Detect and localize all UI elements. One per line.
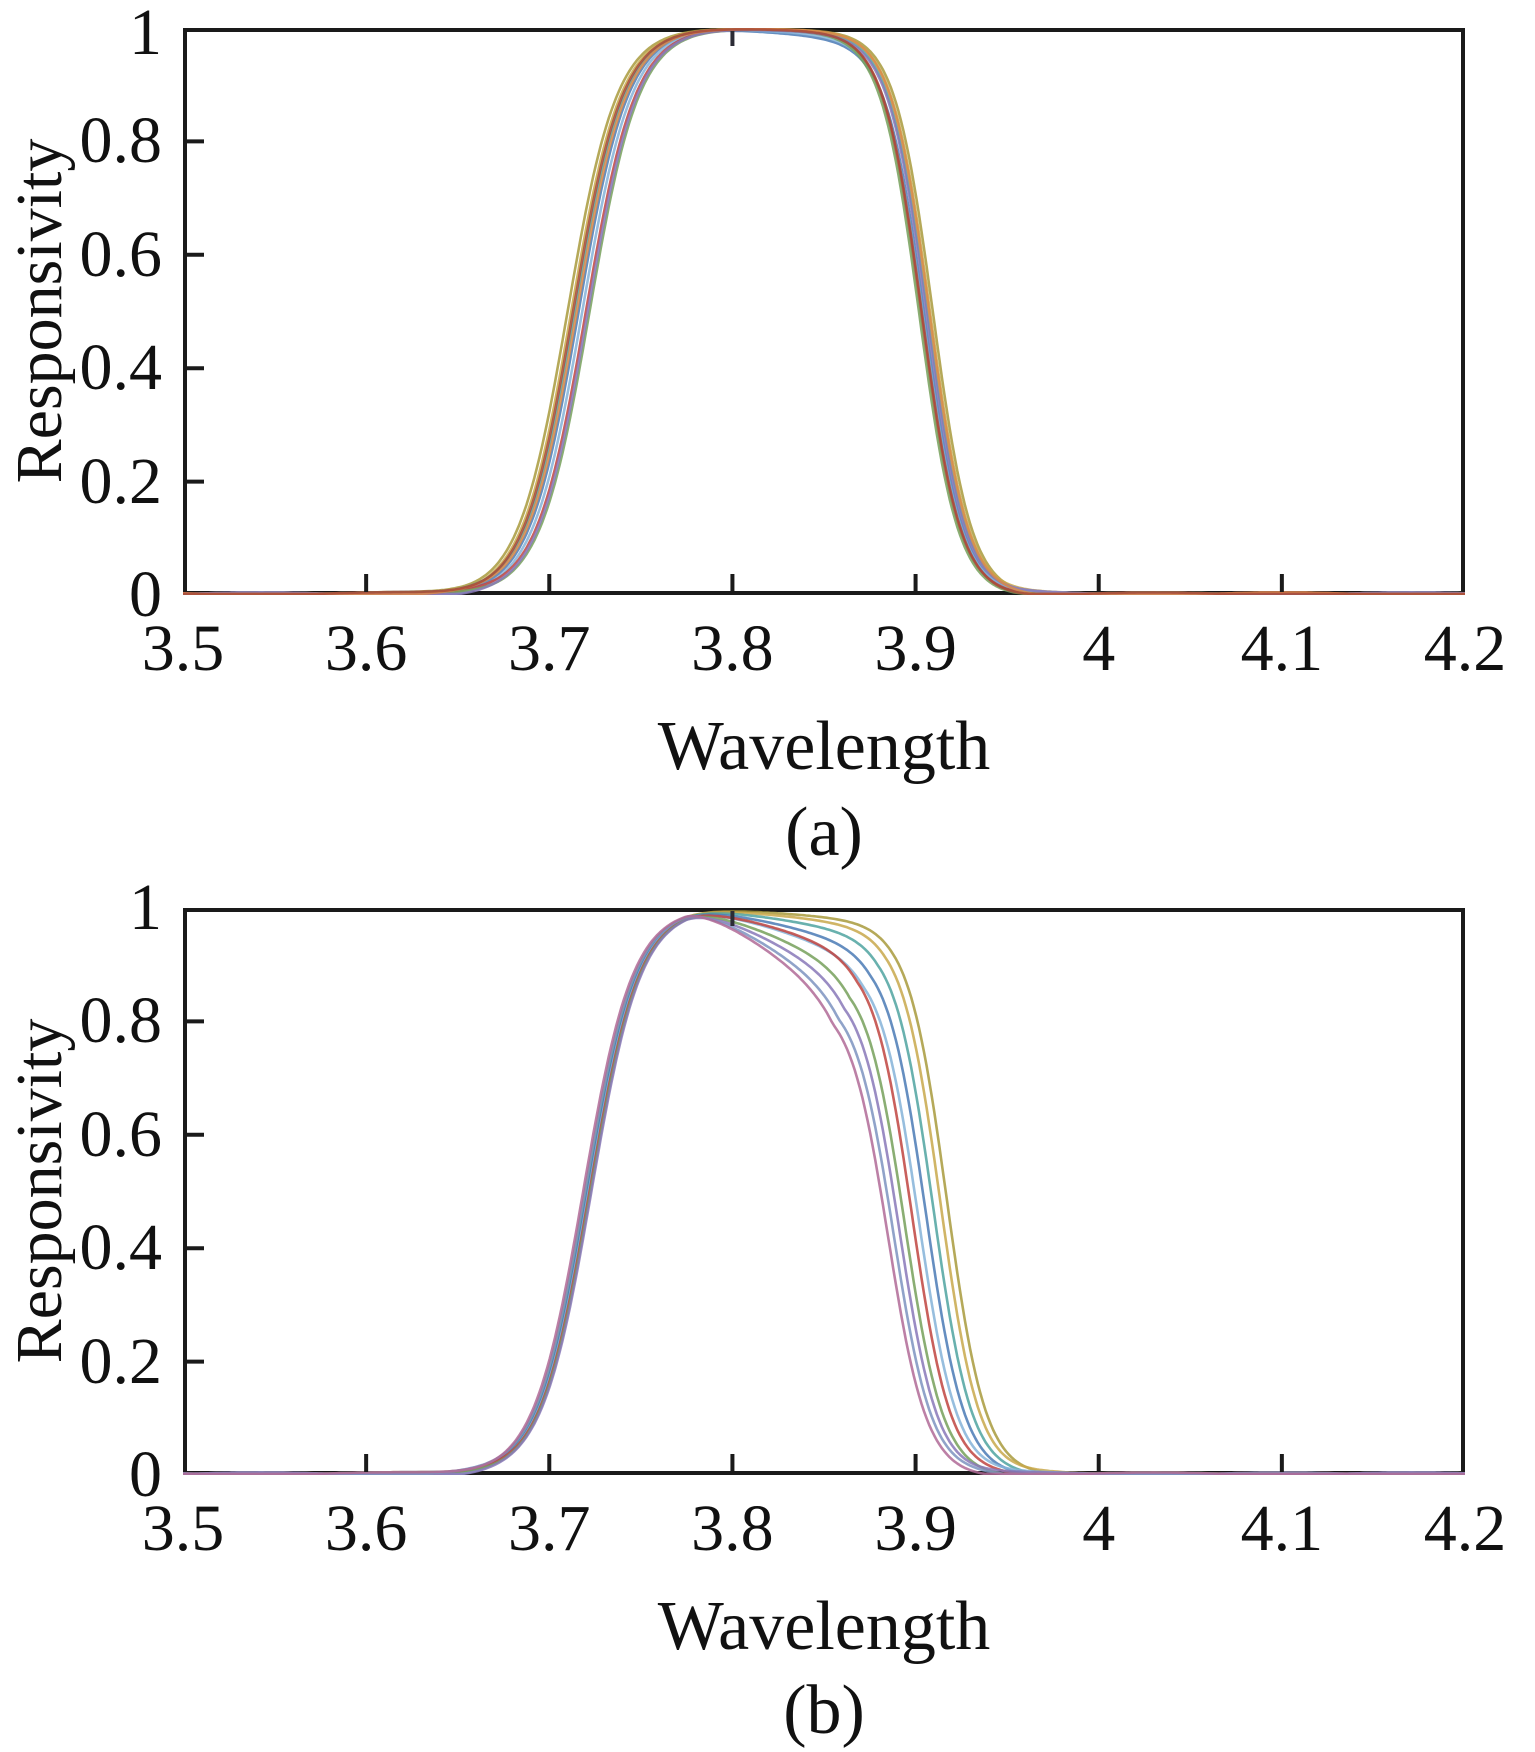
x-tick-label: 3.9 <box>874 612 957 685</box>
panel-b-plot <box>183 908 1465 1475</box>
responsivity-curve-04 <box>183 913 1465 1475</box>
x-tick-label: 3.8 <box>691 612 774 685</box>
y-tick-label: 1 <box>129 0 162 69</box>
y-tick-label: 0.2 <box>79 1324 163 1398</box>
x-tick-label: 3.7 <box>508 612 591 685</box>
responsivity-curve-10 <box>183 28 1465 595</box>
x-tick-label: 3.6 <box>324 1492 408 1565</box>
responsivity-curve-10 <box>183 914 1465 1475</box>
panel-a-plot <box>183 28 1465 595</box>
x-tick-label: 3.5 <box>141 612 225 685</box>
y-tick-label: 0.4 <box>79 1211 163 1285</box>
x-tick-label: 4.1 <box>1240 1492 1324 1565</box>
responsivity-curve-07 <box>183 915 1465 1475</box>
y-tick-label: 0.8 <box>79 104 163 178</box>
y-tick-label: 0.8 <box>79 984 163 1058</box>
x-tick-label: 4.1 <box>1240 612 1324 685</box>
y-tick-label: 0.6 <box>79 1097 163 1171</box>
y-tick-label: 0.2 <box>79 444 163 518</box>
panel-a-x-axis-title: Wavelength <box>657 708 991 785</box>
y-tick-label: 0 <box>129 558 162 631</box>
y-tick-label: 0 <box>129 1438 162 1511</box>
panel-b-caption: (b) <box>783 1672 865 1749</box>
responsivity-curve-09 <box>183 915 1465 1475</box>
x-tick-label: 3.5 <box>141 1492 225 1565</box>
x-tick-label: 3.6 <box>324 612 408 685</box>
x-tick-label: 4.2 <box>1423 1492 1507 1565</box>
x-tick-label: 3.8 <box>691 1492 774 1565</box>
y-tick-label: 1 <box>129 871 162 944</box>
responsivity-curve-06 <box>183 914 1465 1475</box>
panel-b-y-axis-title: Responsivity <box>3 1018 76 1364</box>
x-tick-label: 3.9 <box>874 1492 957 1565</box>
x-tick-label: 4 <box>1082 1492 1116 1565</box>
y-tick-label: 0.6 <box>79 217 163 291</box>
x-tick-label: 3.7 <box>508 1492 591 1565</box>
x-tick-label: 4.2 <box>1423 612 1507 685</box>
x-tick-label: 4 <box>1082 612 1116 685</box>
y-tick-label: 0.4 <box>79 331 163 405</box>
plot-frame <box>183 908 1465 1475</box>
panel-b-x-axis-title: Wavelength <box>657 1588 991 1665</box>
plot-frame <box>183 28 1465 595</box>
responsivity-curve-08 <box>183 916 1465 1475</box>
responsivity-curve-05 <box>183 914 1465 1475</box>
panel-a-caption: (a) <box>785 794 863 871</box>
